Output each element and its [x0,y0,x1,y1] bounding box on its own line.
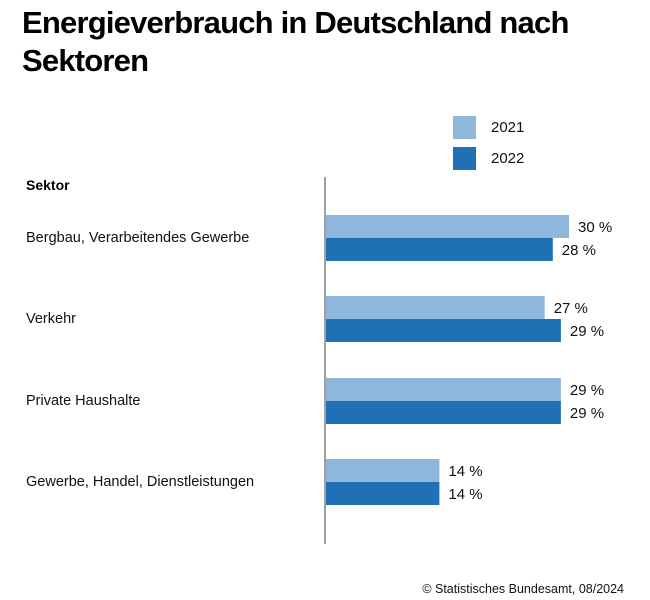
chart-title: Energieverbrauch in Deutschland nach Sek… [22,5,569,78]
legend: 2021 2022 [453,112,524,174]
source-note: © Statistisches Bundesamt, 08/2024 [422,582,624,596]
bar-2022 [326,401,561,424]
category-label: Private Haushalte [26,393,141,409]
legend-item-2022: 2022 [453,143,524,173]
bar-2021 [326,215,569,238]
bar-2021 [326,459,440,482]
bar-2022 [326,319,561,342]
data-label: 28 % [562,242,596,259]
category-axis-header: Sektor [26,177,70,193]
legend-label-2021: 2021 [491,118,525,136]
data-label: 29 % [570,405,604,422]
data-label: 29 % [570,382,604,399]
bar-2022 [326,238,553,261]
bar-2021 [326,378,561,401]
data-label: 29 % [570,323,604,340]
data-label: 30 % [578,219,612,236]
data-label: 14 % [448,486,482,503]
bar-2022 [326,482,440,505]
legend-item-2021: 2021 [453,112,524,142]
legend-swatch-2022 [453,146,476,170]
legend-swatch-2021 [453,115,476,139]
data-label: 27 % [554,300,588,317]
legend-label-2022: 2022 [491,149,525,167]
category-label: Bergbau, Verarbeitendes Gewerbe [26,230,250,246]
bar-2021 [326,296,545,319]
category-label: Gewerbe, Handel, Dienstleistungen [26,474,255,490]
data-label: 14 % [448,463,482,480]
category-label: Verkehr [26,311,76,327]
